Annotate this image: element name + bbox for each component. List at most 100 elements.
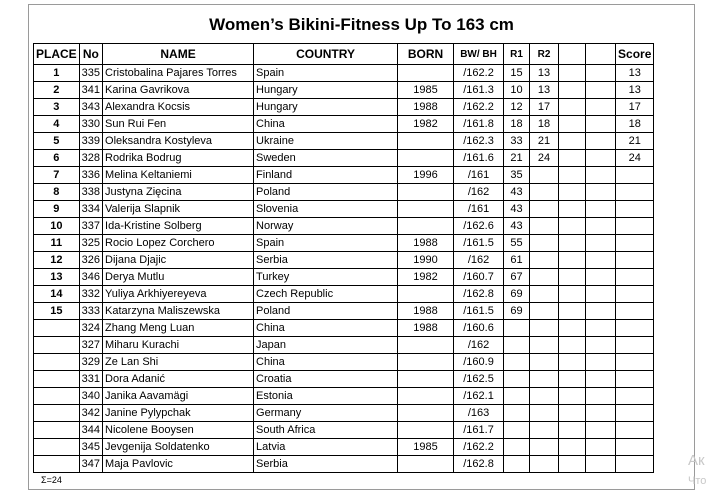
- cell-r2: [529, 166, 560, 184]
- cell-name: Derya Mutlu: [102, 268, 255, 286]
- cell-born: 1985: [397, 81, 455, 99]
- col-bw-header: BW/ BH: [453, 43, 505, 65]
- cell-bw: /162.3: [453, 132, 505, 150]
- cell-score: [615, 387, 655, 405]
- cell-no: 328: [78, 149, 104, 167]
- cell-blank: [585, 336, 617, 354]
- table-row: 324 Zhang Meng Luan China 1988/160.6: [33, 319, 655, 337]
- cell-place: [33, 455, 80, 473]
- table-row: 347 Maja Pavlovic Serbia/162.8: [33, 455, 655, 473]
- cell-blank: [558, 200, 587, 218]
- cell-blank: [585, 319, 617, 337]
- cell-bw: /160.9: [453, 353, 505, 371]
- cell-country: Latvia: [253, 438, 399, 456]
- cell-blank: [585, 166, 617, 184]
- cell-bw: /162.2: [453, 64, 505, 82]
- cell-born: 1988: [397, 302, 455, 320]
- cell-no: 341: [78, 81, 104, 99]
- cell-country: Poland: [253, 302, 399, 320]
- cell-no: 327: [78, 336, 104, 354]
- cell-name: Yuliya Arkhiyereyeva: [102, 285, 255, 303]
- cell-place: 14: [33, 285, 80, 303]
- cell-blank: [558, 438, 587, 456]
- cell-name: Nicolene Booysen: [102, 421, 255, 439]
- cell-blank: [585, 251, 617, 269]
- cell-name: Cristobalina Pajares Torres: [102, 64, 255, 82]
- cell-r1: [503, 438, 531, 456]
- cell-r2: [529, 353, 560, 371]
- cell-r1: [503, 370, 531, 388]
- cell-score: [615, 200, 655, 218]
- cell-country: Ukraine: [253, 132, 399, 150]
- cell-blank: [558, 387, 587, 405]
- cell-country: Poland: [253, 183, 399, 201]
- cell-blank: [558, 336, 587, 354]
- table-row: 8 338 Justyna Zięcina Poland/162 43: [33, 183, 655, 201]
- cell-r2: [529, 183, 560, 201]
- col-place-header: PLACE: [33, 43, 80, 65]
- results-sheet: Women’s Bikini-Fitness Up To 163 cm PLAC…: [28, 4, 695, 490]
- table-row: 345 Jevgenija Soldatenko Latvia 1985/162.2: [33, 438, 655, 456]
- cell-place: 2: [33, 81, 80, 99]
- cell-score: [615, 217, 655, 235]
- cell-name: Alexandra Kocsis: [102, 98, 255, 116]
- cell-country: Germany: [253, 404, 399, 422]
- cell-r1: 43: [503, 200, 531, 218]
- cell-bw: /162.1: [453, 387, 505, 405]
- cell-blank: [585, 455, 617, 473]
- cell-no: 338: [78, 183, 104, 201]
- cell-bw: /162.8: [453, 455, 505, 473]
- watermark-text-1: Ак: [688, 452, 705, 469]
- cell-born: [397, 370, 455, 388]
- cell-no: 332: [78, 285, 104, 303]
- cell-born: 1996: [397, 166, 455, 184]
- table-row: 6 328 Rodrika Bodrug Sweden/161.6 21 24 24: [33, 149, 655, 167]
- cell-name: Janine Pylypchak: [102, 404, 255, 422]
- cell-blank: [558, 166, 587, 184]
- cell-country: China: [253, 115, 399, 133]
- cell-place: 5: [33, 132, 80, 150]
- col-r1-header: R1: [503, 43, 531, 65]
- cell-score: [615, 319, 655, 337]
- cell-name: Katarzyna Maliszewska: [102, 302, 255, 320]
- cell-place: [33, 421, 80, 439]
- cell-r2: [529, 404, 560, 422]
- cell-no: 347: [78, 455, 104, 473]
- cell-blank: [585, 64, 617, 82]
- cell-born: [397, 217, 455, 235]
- cell-no: 334: [78, 200, 104, 218]
- cell-blank: [558, 81, 587, 99]
- cell-r2: [529, 438, 560, 456]
- cell-name: Melina Keltaniemi: [102, 166, 255, 184]
- cell-blank: [558, 217, 587, 235]
- table-row: 2 341 Karina Gavrikova Hungary 1985/161.3 10 1…: [33, 81, 655, 99]
- cell-born: [397, 200, 455, 218]
- cell-bw: /161.3: [453, 81, 505, 99]
- table-row: 340 Janika Aavamägi Estonia/162.1: [33, 387, 655, 405]
- cell-place: [33, 370, 80, 388]
- cell-name: Sun Rui Fen: [102, 115, 255, 133]
- cell-r2: [529, 268, 560, 286]
- table-row: 1 335 Cristobalina Pajares Torres Spain/162…: [33, 64, 655, 82]
- cell-bw: /162.2: [453, 438, 505, 456]
- cell-bw: /162.6: [453, 217, 505, 235]
- cell-name: Rodrika Bodrug: [102, 149, 255, 167]
- cell-blank: [585, 200, 617, 218]
- cell-blank: [558, 132, 587, 150]
- cell-bw: /162: [453, 251, 505, 269]
- cell-name: Maja Pavlovic: [102, 455, 255, 473]
- table-row: 11 325 Rocio Lopez Corchero Spain 1988/161.5…: [33, 234, 655, 252]
- cell-place: [33, 353, 80, 371]
- cell-place: 9: [33, 200, 80, 218]
- cell-score: [615, 438, 655, 456]
- cell-blank: [558, 64, 587, 82]
- cell-r2: [529, 200, 560, 218]
- cell-score: [615, 370, 655, 388]
- cell-blank: [585, 132, 617, 150]
- cell-place: [33, 387, 80, 405]
- cell-place: 11: [33, 234, 80, 252]
- table-row: 327 Miharu Kurachi Japan/162: [33, 336, 655, 354]
- cell-r2: [529, 387, 560, 405]
- col-r2-header: R2: [529, 43, 560, 65]
- cell-score: 21: [615, 132, 655, 150]
